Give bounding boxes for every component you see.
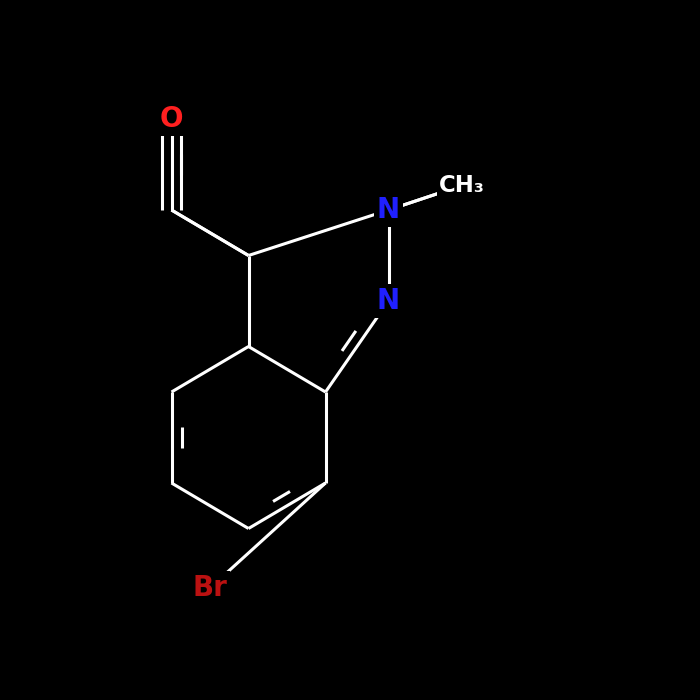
Text: N: N xyxy=(377,287,400,315)
Text: O: O xyxy=(160,105,183,133)
Text: N: N xyxy=(377,196,400,224)
Text: CH₃: CH₃ xyxy=(439,174,485,197)
Text: Br: Br xyxy=(193,574,228,602)
